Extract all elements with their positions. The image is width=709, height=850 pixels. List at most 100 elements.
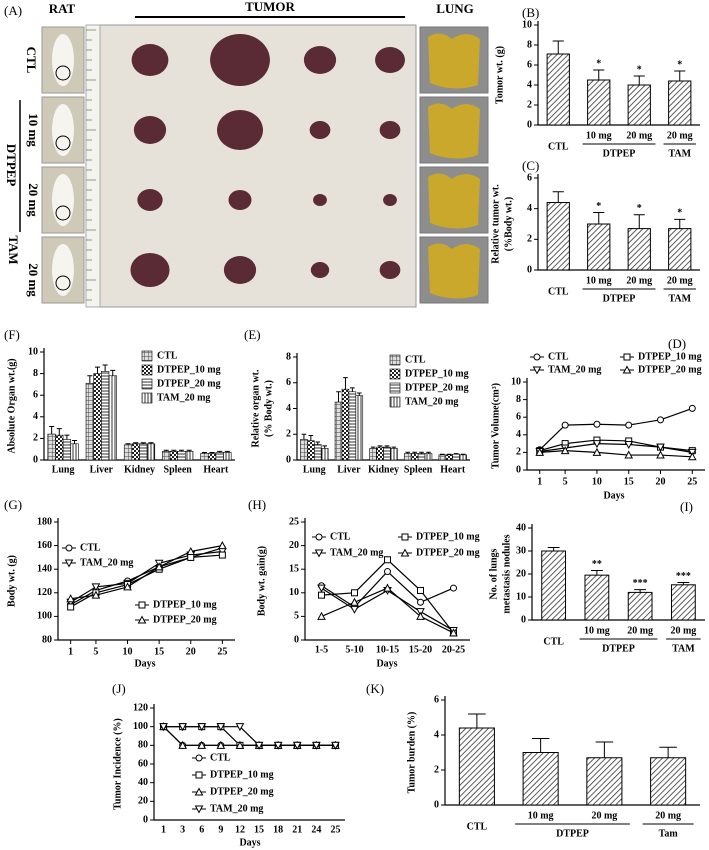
series-line [163,726,336,746]
tumor [228,190,252,210]
tumor-circle [55,205,71,221]
tumor-circle [55,65,71,81]
y-axis-label: Tumor Incidence (%) [112,718,123,810]
legend-label: CTL [210,752,231,763]
error-bar [56,428,62,436]
error-bar [163,449,169,452]
x-tick-label: 15 [254,824,264,835]
marker [197,740,207,749]
marker [592,447,602,456]
series-line [539,407,693,451]
bar [627,228,651,271]
series-line [539,450,693,458]
error-bar [125,443,131,445]
x-tick-label: Spleen [164,464,193,475]
group-label: DTPEP [603,148,636,159]
marker [317,611,326,620]
y-tick-label: 40 [138,777,148,788]
y-tick-label: 2 [516,447,521,458]
bar [452,453,460,461]
y-tick-label: 20 [516,568,526,579]
y-tick-label: 0 [33,454,38,465]
error-bar [468,713,486,728]
y-tick-label: 10 [28,346,38,357]
x-tick-label: 3 [180,824,185,835]
legend-label: TAM_20 mg [80,557,133,568]
rat-body [52,34,74,86]
y-tick-label: 6 [33,389,38,400]
group-label: DTPEP [603,293,636,304]
marker [383,583,392,592]
marker [195,771,203,779]
marker [593,420,601,428]
legend-label: TAM_20 mg [405,396,458,407]
bar [586,757,623,806]
marker [622,365,632,374]
error-bar [350,387,355,392]
error-bar [370,446,376,449]
tumor [375,47,405,73]
error-bar [674,218,686,229]
bar [146,443,156,461]
legend-swatch [389,382,401,394]
marker [123,582,132,591]
error-bar [440,453,445,455]
significance: * [677,59,682,70]
marker [688,404,696,412]
bar [177,451,186,461]
bar [169,451,178,461]
significance: ** [592,559,602,570]
marker [154,562,164,571]
y-tick-label: 6 [527,172,532,183]
bar [587,79,611,126]
row-label: DTPEP [4,144,19,187]
series-line [70,545,223,600]
x-tick-label: Kidney [124,464,155,475]
error-bar [377,445,383,448]
y-tick-label: 10 [289,587,299,598]
error-bar [547,547,560,551]
tumor [137,189,163,211]
bar [334,401,343,461]
panel-label: (K) [366,681,384,696]
bar [650,757,687,806]
tumor [210,34,270,86]
panel-label: (C) [522,158,539,173]
x-tick-label: 15 [154,646,164,657]
bar [546,53,570,126]
x-tick-label: 10 mg [586,275,612,286]
y-tick-label: 140 [37,563,52,574]
legend-swatch [141,378,153,390]
x-tick-label: 20 mg [670,625,696,636]
marker [292,741,302,750]
y-tick-label: 2 [286,429,291,440]
marker [159,723,168,732]
marker [137,615,147,624]
bar [131,443,140,461]
tumor [223,256,257,284]
marker [194,787,204,796]
legend-label: DTPEP_20 mg [416,547,480,558]
error-bar [633,75,645,85]
x-tick-label: Liver [337,464,361,475]
row-label: 10 mg [26,113,41,147]
y-tick-label: 0 [527,119,532,130]
y-tick-label: 0 [516,464,521,475]
legend-label: DTPEP_10 mg [157,364,221,375]
group-label: Tam [659,828,679,839]
error-bar [677,582,690,585]
y-axis-label: (% Body wt.) [263,380,274,437]
error-bar [343,377,348,390]
lung [428,103,480,159]
marker [218,541,227,550]
legend-label: CTL [405,354,426,365]
x-tick-label: CTL [543,636,564,647]
marker [218,551,226,559]
x-tick-label: 15-20 [409,644,432,655]
bar [223,452,232,461]
tumor [217,110,263,150]
x-tick-label: 20 [186,646,196,657]
y-tick-label: 4 [527,79,532,90]
error-bar [446,453,452,455]
bar [47,433,56,461]
